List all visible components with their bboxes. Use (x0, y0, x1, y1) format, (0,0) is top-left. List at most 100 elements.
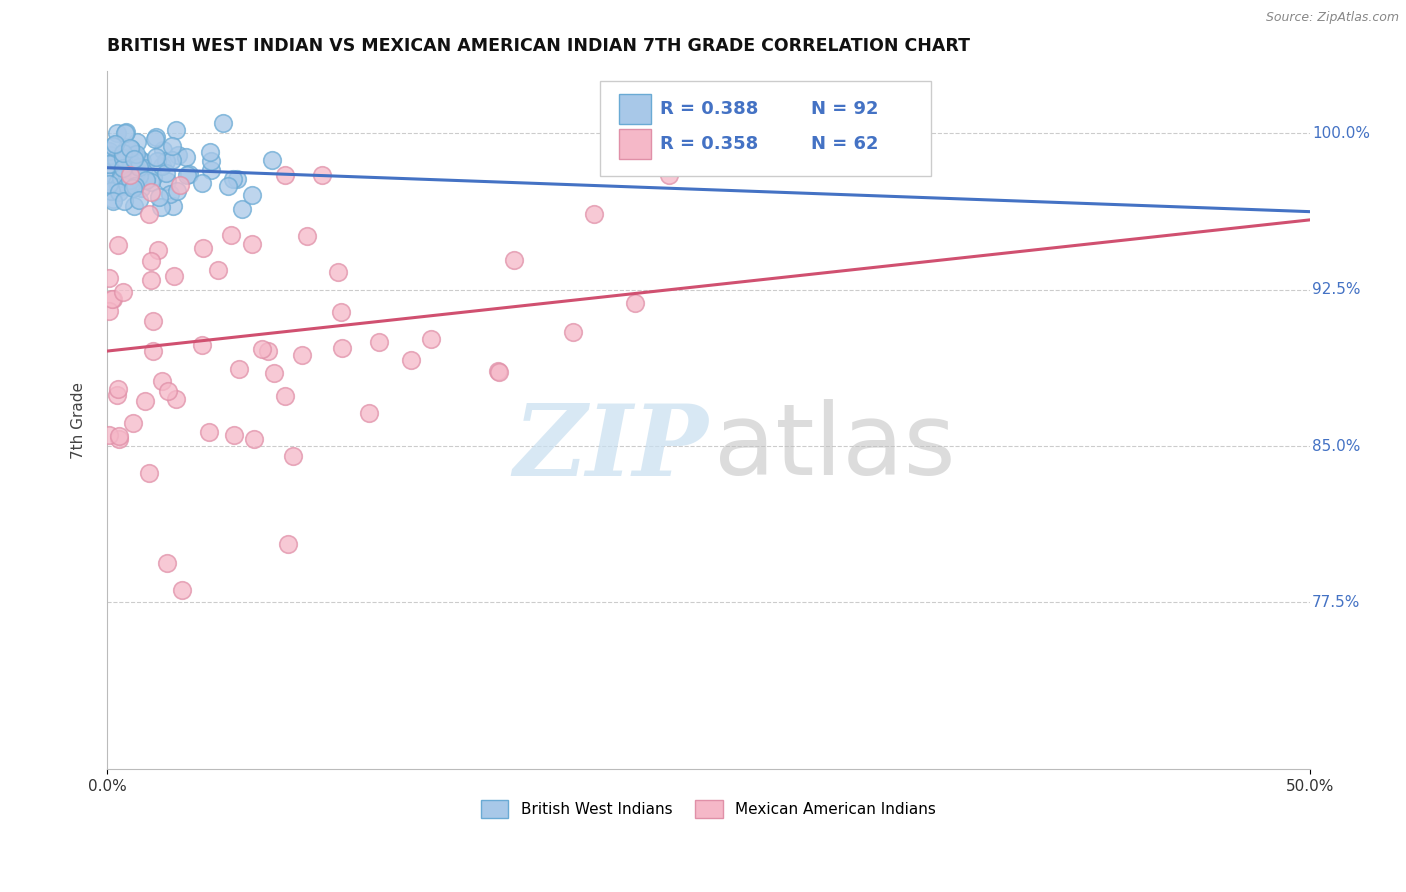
Point (212, 116, 235, 130)
Point (200, 153, 222, 168)
Point (128, 169, 150, 184)
Point (207, 263, 229, 277)
Point (263, 367, 285, 381)
Point (419, 332, 441, 346)
Point (124, 178, 146, 193)
Point (131, 153, 153, 168)
Text: atlas: atlas (714, 400, 956, 497)
Point (101, 194, 124, 208)
Point (165, 123, 187, 137)
Point (582, 207, 605, 221)
Point (142, 343, 165, 358)
Point (143, 132, 166, 146)
FancyBboxPatch shape (620, 129, 651, 159)
Point (108, 429, 131, 443)
Point (121, 416, 143, 430)
Point (120, 172, 142, 186)
Point (125, 147, 148, 161)
Text: R = 0.388: R = 0.388 (661, 100, 759, 118)
Text: BRITISH WEST INDIAN VS MEXICAN AMERICAN INDIAN 7TH GRADE CORRELATION CHART: BRITISH WEST INDIAN VS MEXICAN AMERICAN … (107, 37, 970, 55)
Point (122, 162, 145, 177)
Point (174, 150, 197, 164)
Point (120, 141, 142, 155)
Point (291, 348, 314, 362)
Point (135, 169, 157, 183)
Point (311, 168, 333, 182)
Point (165, 392, 187, 406)
Point (139, 175, 162, 189)
Point (200, 163, 222, 178)
Text: N = 92: N = 92 (811, 100, 879, 118)
Point (103, 139, 125, 153)
Point (107, 382, 129, 396)
Point (141, 273, 163, 287)
Point (177, 168, 200, 182)
Point (503, 253, 526, 268)
Point (359, 406, 381, 420)
Point (146, 243, 169, 257)
Point (111, 161, 134, 176)
Point (162, 199, 184, 213)
Point (138, 207, 160, 221)
Point (120, 163, 142, 178)
Point (328, 265, 350, 279)
Point (240, 237, 263, 252)
Text: 100.0%: 100.0% (1312, 126, 1369, 141)
Point (129, 181, 152, 195)
Point (107, 237, 129, 252)
Point (100, 184, 122, 198)
Point (155, 166, 177, 180)
Point (120, 142, 142, 156)
Point (115, 168, 138, 182)
Point (330, 341, 353, 355)
Point (256, 344, 278, 359)
Point (122, 152, 145, 166)
Point (132, 161, 155, 176)
Point (274, 168, 297, 182)
Point (101, 293, 124, 307)
Point (124, 159, 146, 173)
Point (157, 384, 180, 398)
Point (110, 170, 132, 185)
Point (224, 427, 246, 442)
Text: R = 0.358: R = 0.358 (661, 135, 759, 153)
Point (112, 194, 135, 209)
Text: 85.0%: 85.0% (1312, 439, 1361, 454)
Point (104, 136, 127, 151)
Point (122, 199, 145, 213)
Point (152, 143, 174, 157)
Point (225, 171, 247, 186)
Point (198, 145, 221, 160)
Point (98, 144, 121, 158)
Point (107, 179, 129, 194)
FancyBboxPatch shape (620, 95, 651, 124)
Point (107, 185, 129, 199)
Point (228, 362, 250, 376)
Point (98, 147, 121, 161)
Point (163, 268, 186, 283)
Text: Source: ZipAtlas.com: Source: ZipAtlas.com (1265, 11, 1399, 24)
Point (138, 467, 160, 481)
Point (148, 189, 170, 203)
Point (125, 135, 148, 149)
Point (217, 178, 239, 193)
Point (150, 159, 173, 173)
Point (155, 154, 177, 169)
Point (105, 126, 128, 140)
Point (160, 153, 183, 168)
Point (122, 148, 145, 162)
Point (145, 129, 167, 144)
Point (190, 176, 212, 190)
Point (240, 187, 263, 202)
Point (103, 192, 125, 206)
Legend: British West Indians, Mexican American Indians: British West Indians, Mexican American I… (475, 794, 942, 824)
Point (112, 158, 135, 172)
Point (128, 152, 150, 166)
Text: 92.5%: 92.5% (1312, 282, 1361, 297)
Point (112, 161, 135, 176)
Point (152, 374, 174, 388)
Point (142, 169, 165, 184)
Point (100, 166, 122, 180)
Point (658, 168, 681, 182)
Point (156, 173, 179, 187)
